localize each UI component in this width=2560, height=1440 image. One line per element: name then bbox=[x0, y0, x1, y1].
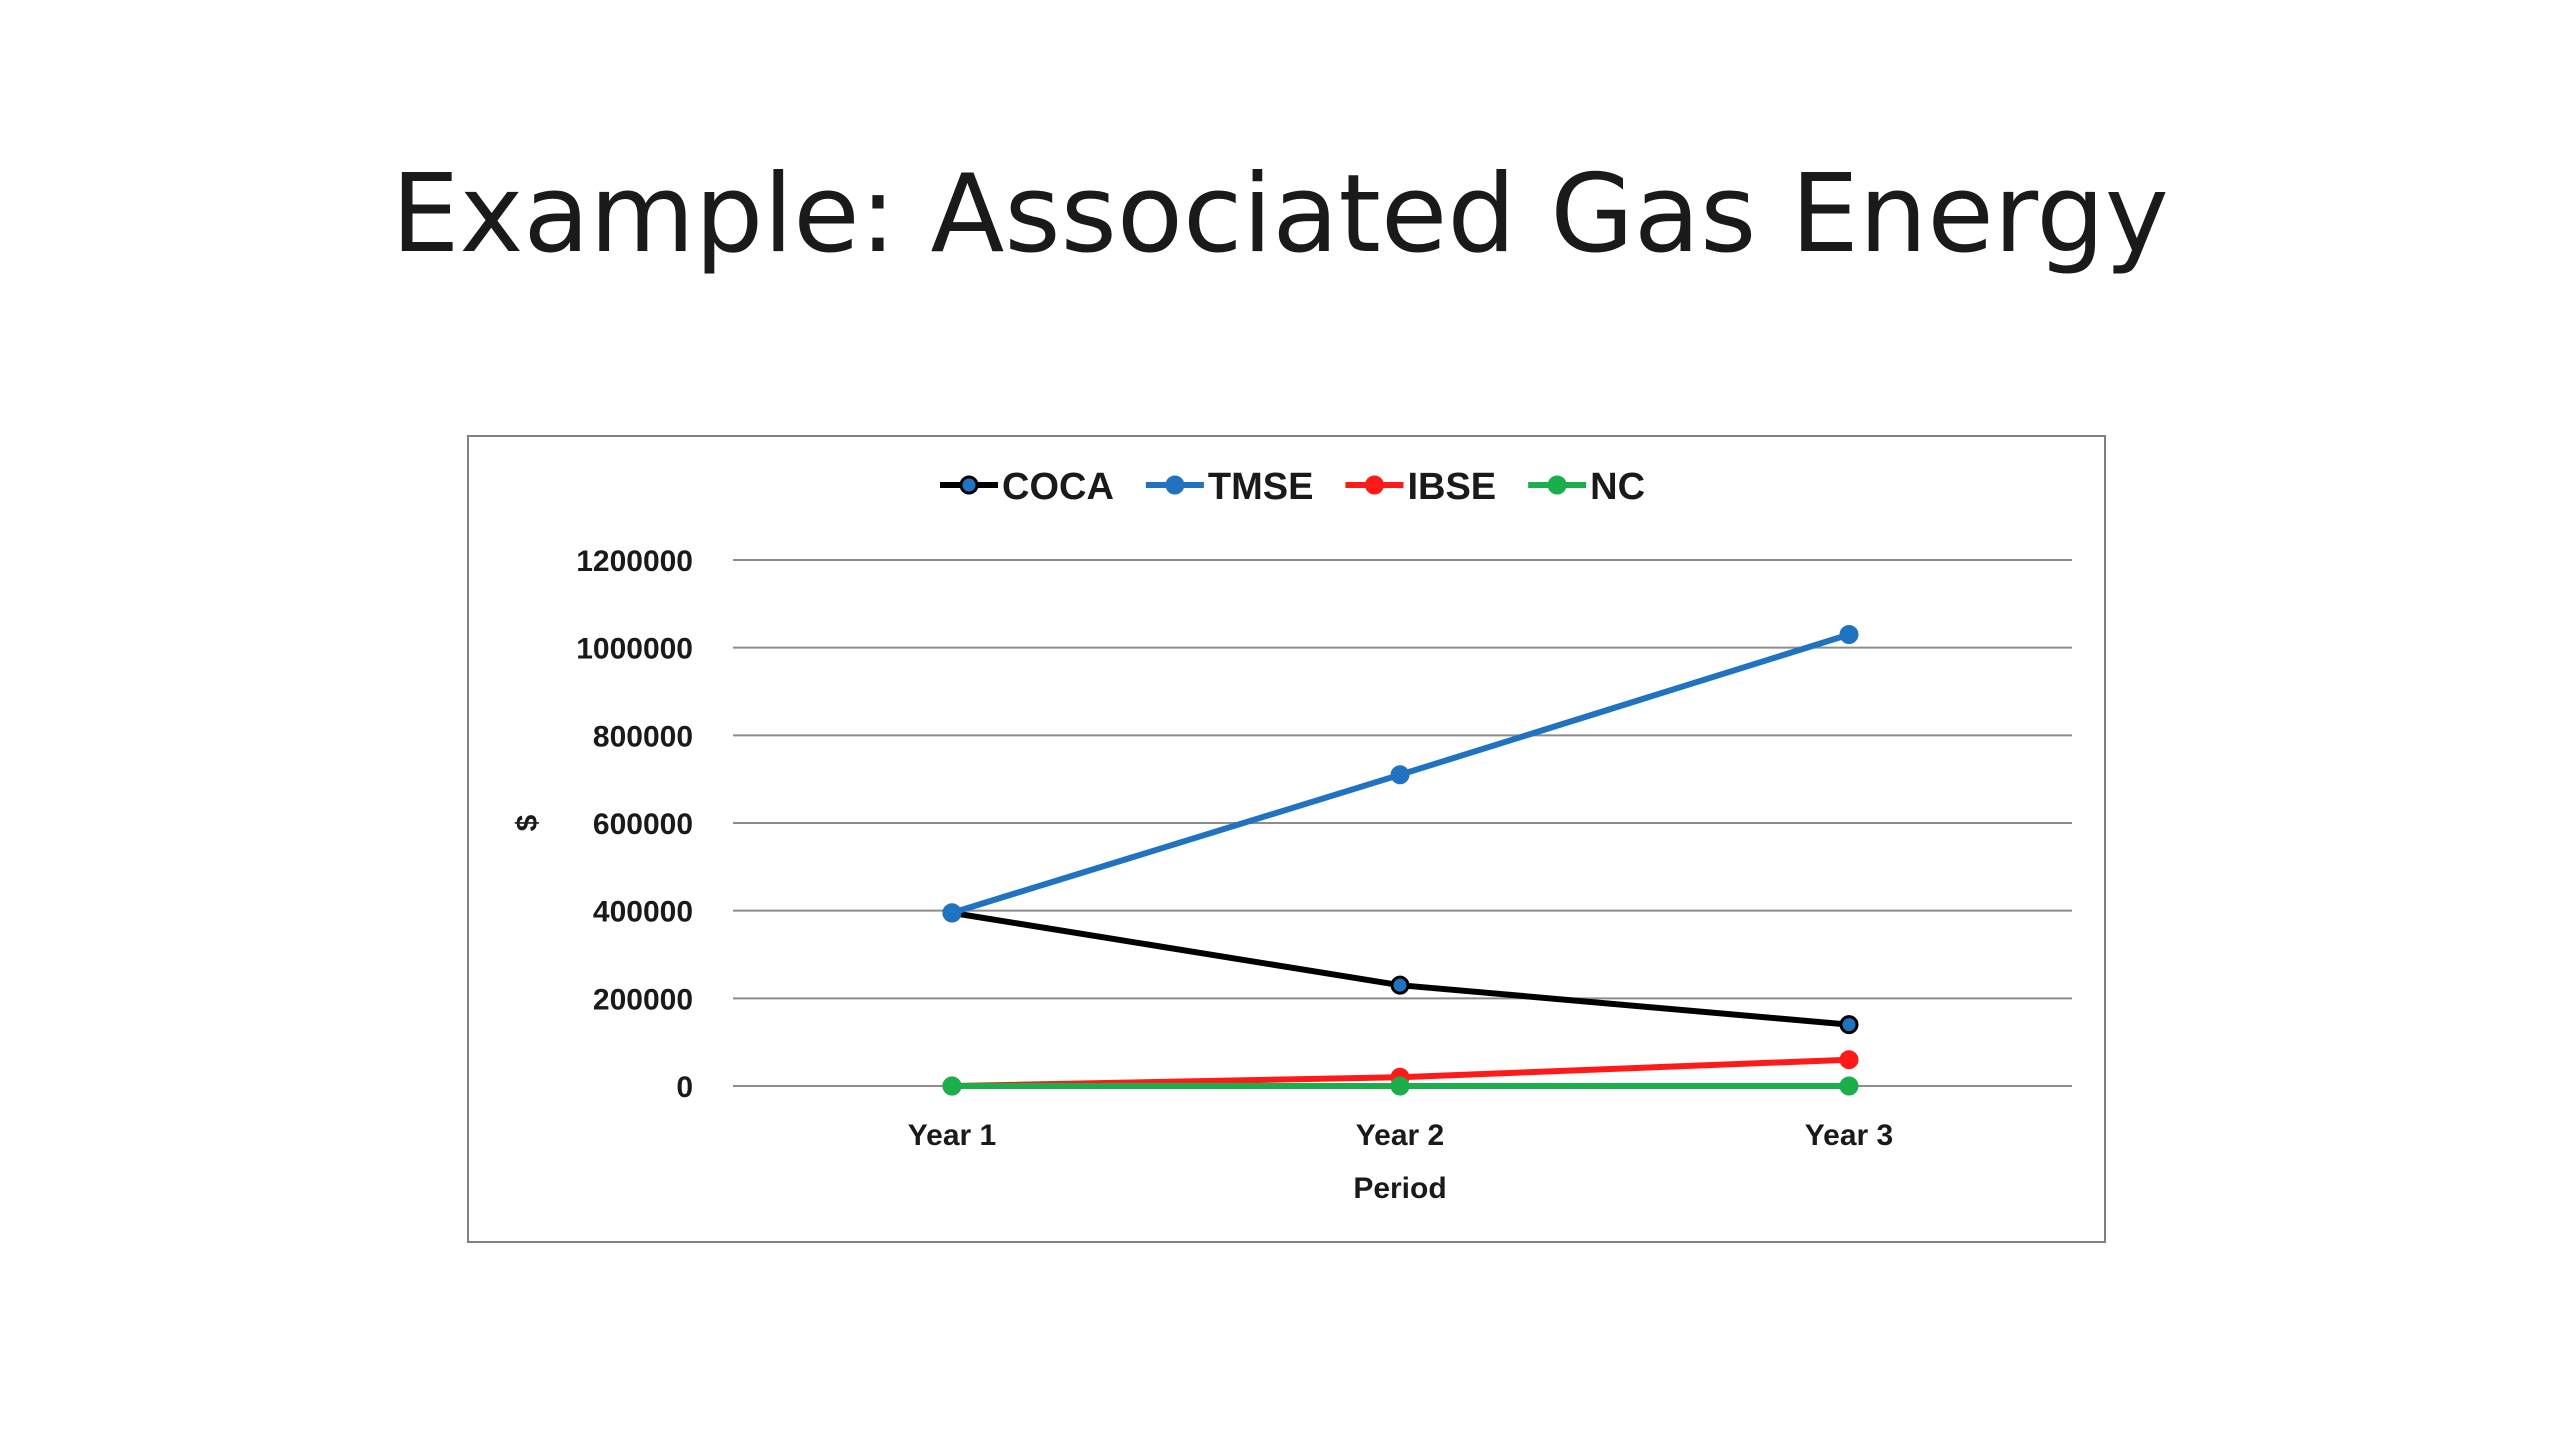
legend-swatch-marker bbox=[1165, 475, 1185, 495]
legend-label: IBSE bbox=[1407, 466, 1496, 508]
x-axis-title: Period bbox=[1353, 1172, 1446, 1205]
data-point bbox=[1839, 1050, 1859, 1070]
y-tick-label: 200000 bbox=[593, 983, 693, 1016]
legend-item-nc: NC bbox=[1528, 466, 1645, 508]
legend-item-ibse: IBSE bbox=[1345, 466, 1496, 508]
legend-label: COCA bbox=[1002, 466, 1114, 508]
legend-label: NC bbox=[1590, 466, 1645, 508]
chart-frame bbox=[467, 435, 2106, 1243]
series-tmse bbox=[942, 625, 1859, 923]
y-axis-tick-labels: 0 200000 400000 600000 800000 1000000 1200000 bbox=[576, 545, 693, 1104]
legend-swatch-marker bbox=[959, 475, 979, 495]
data-point bbox=[942, 903, 962, 923]
data-point bbox=[1839, 1076, 1859, 1096]
series-coca bbox=[942, 903, 1859, 1035]
slide-title: Example: Associated Gas Energy bbox=[391, 152, 2169, 277]
y-tick-label: 600000 bbox=[593, 808, 693, 841]
legend-label: TMSE bbox=[1208, 466, 1314, 508]
data-point bbox=[1390, 1076, 1410, 1096]
chart-series bbox=[942, 625, 1859, 1096]
legend-swatch-marker bbox=[1364, 475, 1384, 495]
x-tick-label: Year 1 bbox=[908, 1119, 996, 1152]
data-point bbox=[1390, 765, 1410, 785]
legend-item-tmse: TMSE bbox=[1145, 466, 1314, 508]
data-point bbox=[1390, 975, 1410, 995]
y-tick-label: 1200000 bbox=[576, 545, 693, 578]
data-point bbox=[1839, 625, 1859, 645]
y-tick-label: 0 bbox=[676, 1071, 693, 1104]
y-tick-label: 400000 bbox=[593, 896, 693, 929]
data-point bbox=[942, 1076, 962, 1096]
legend-swatch-marker bbox=[1547, 475, 1567, 495]
data-point bbox=[1839, 1015, 1859, 1035]
series-line bbox=[951, 909, 1850, 1028]
chart-legend: COCA TMSE IBSE NC bbox=[940, 466, 1645, 508]
chart-gridlines bbox=[733, 559, 2072, 1087]
x-axis-tick-labels: Year 1 Year 2 Year 3 bbox=[908, 1119, 1893, 1152]
series-nc bbox=[942, 1076, 1859, 1096]
y-axis-title: $ bbox=[511, 814, 544, 831]
x-tick-label: Year 2 bbox=[1356, 1119, 1444, 1152]
y-tick-label: 1000000 bbox=[576, 633, 693, 666]
y-tick-label: 800000 bbox=[593, 720, 693, 753]
legend-item-coca: COCA bbox=[940, 466, 1114, 508]
x-tick-label: Year 3 bbox=[1805, 1119, 1893, 1152]
